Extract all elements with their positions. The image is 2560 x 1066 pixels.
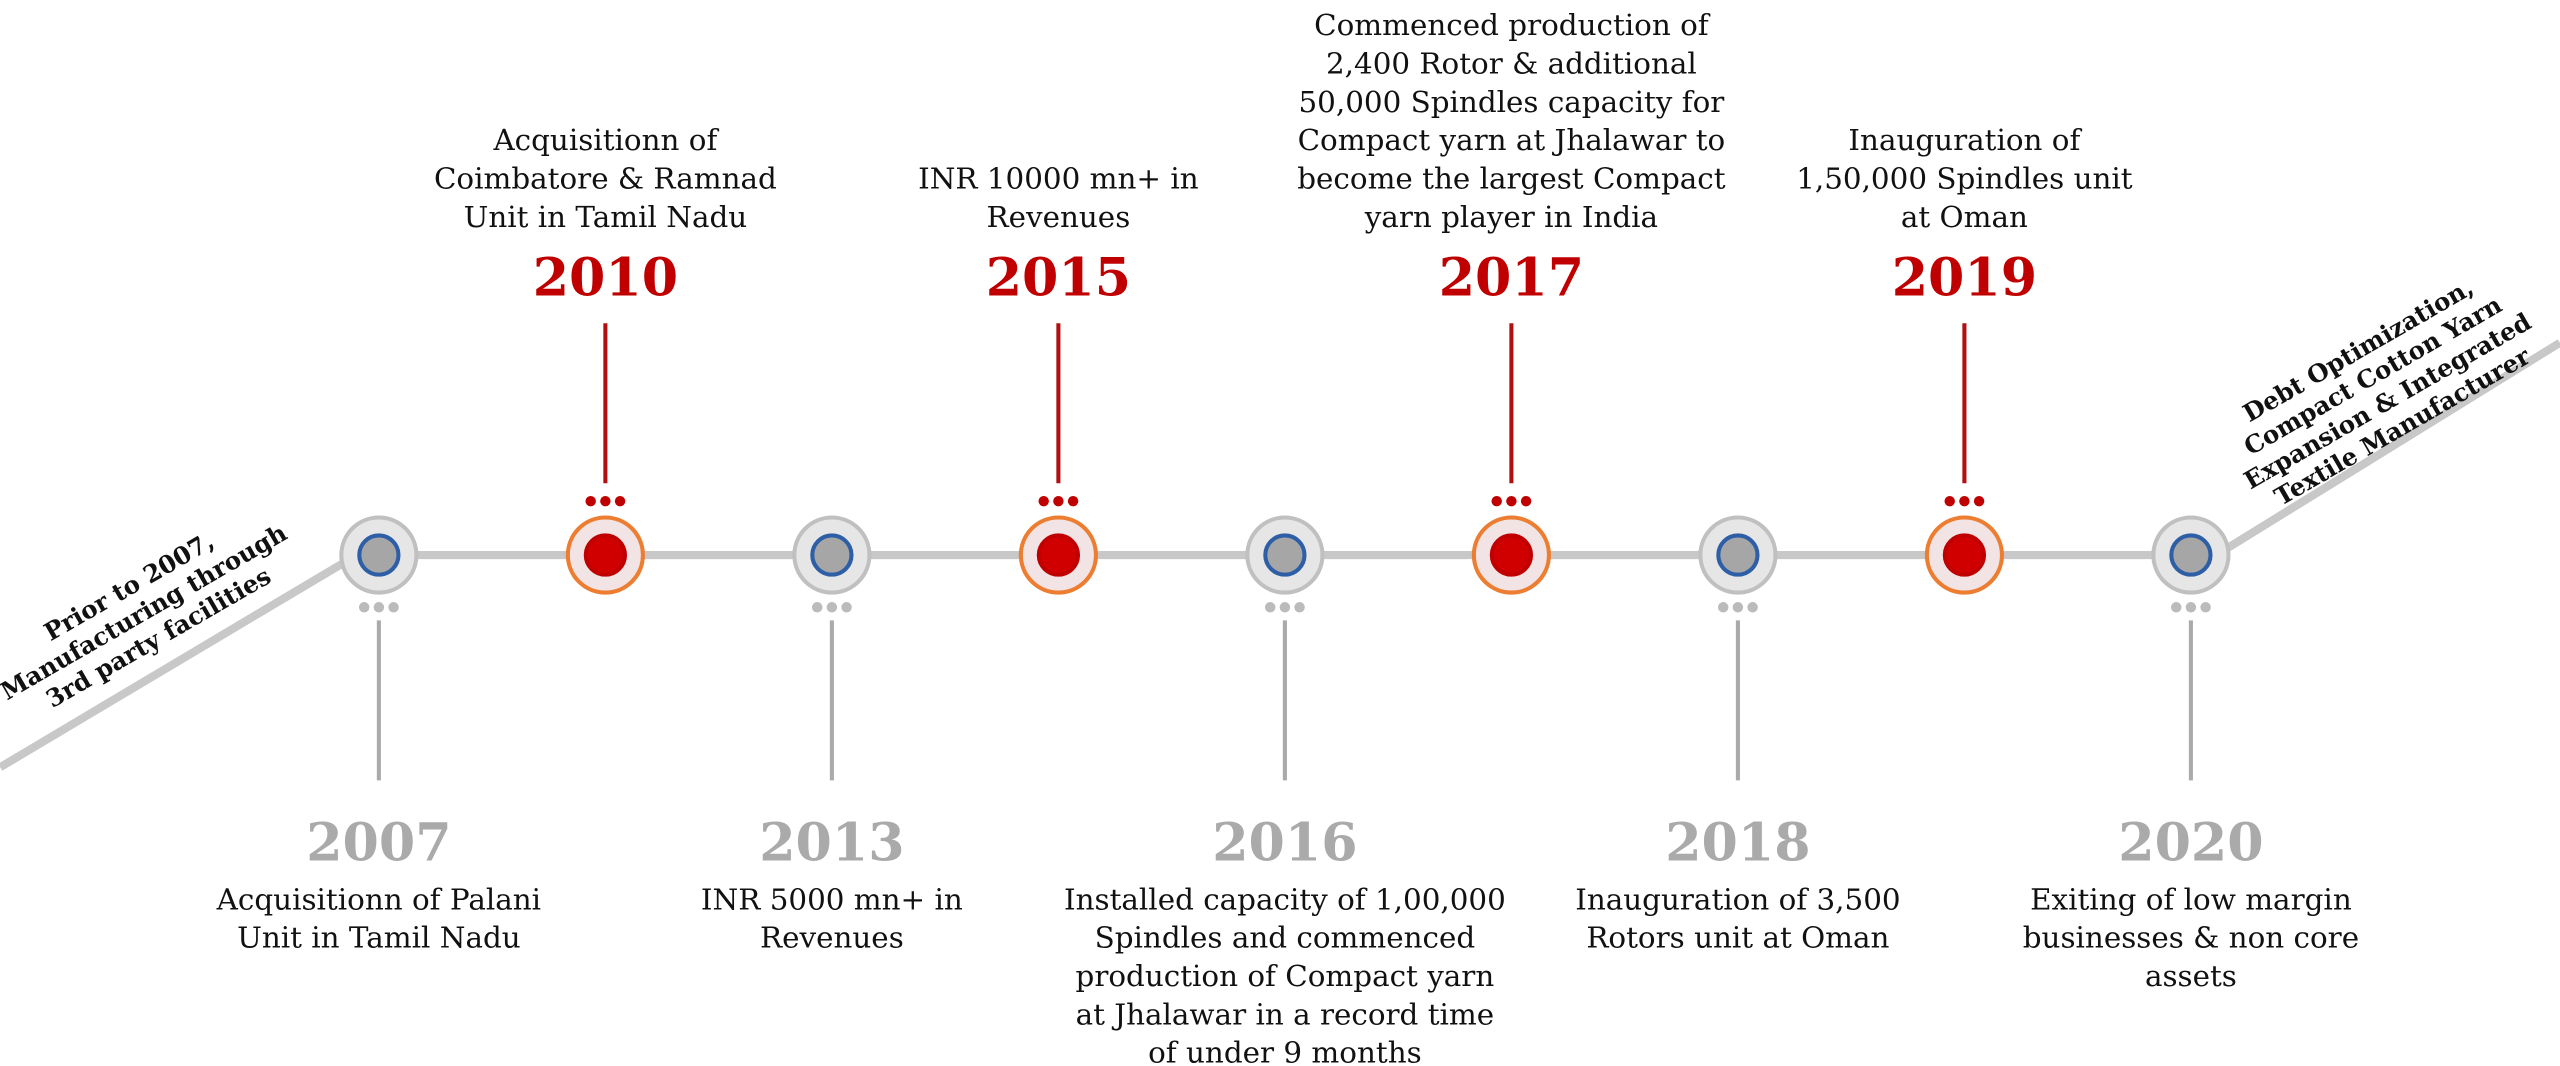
end-line — [2224, 339, 2560, 552]
description-line: of under 9 months — [1148, 1036, 1422, 1066]
description-line: Installed capacity of 1,00,000 — [1064, 882, 1506, 916]
dot — [1973, 495, 1985, 507]
description-line: Exiting of low margin — [2030, 882, 2352, 916]
description-line: production of Compact yarn — [1076, 959, 1495, 993]
dot — [1264, 602, 1276, 613]
dot — [600, 495, 611, 507]
dot — [1053, 495, 1064, 507]
year: 2019 — [1892, 247, 2037, 308]
description-line: Revenues — [987, 200, 1131, 234]
node-inner — [1716, 533, 1760, 577]
node-inner — [583, 533, 628, 577]
dot — [2200, 602, 2211, 613]
year: 2017 — [1439, 247, 1584, 308]
description-line: Compact yarn at Jhalawar to — [1298, 123, 1726, 157]
description-line: assets — [2145, 959, 2237, 993]
dot — [1747, 602, 1758, 613]
description-line: at Jhalawar in a record time — [1076, 997, 1495, 1031]
description-line: at Oman — [1901, 200, 2028, 234]
node-inner — [1942, 533, 1987, 577]
description-line: 50,000 Spindles capacity for — [1298, 85, 1725, 119]
dot — [1067, 495, 1079, 507]
year: 2018 — [1665, 812, 1810, 873]
description-line: INR 10000 mn+ in — [918, 162, 1199, 196]
year: 2013 — [759, 812, 904, 873]
node-inner — [810, 533, 854, 577]
node-inner — [1489, 533, 1534, 577]
description-line: yarn player in India — [1364, 200, 1658, 234]
description-line: Coimbatore & Ramnad — [434, 162, 777, 196]
description-line: Acquisitionn of Palani — [216, 882, 541, 916]
description-line: Acquisitionn of — [492, 123, 719, 157]
description-line: Spindles and commenced — [1095, 921, 1476, 955]
description-line: Inauguration of — [1848, 123, 2082, 157]
description-line: businesses & non core — [2023, 921, 2359, 955]
node-inner — [2169, 533, 2213, 577]
dot — [585, 495, 596, 507]
dot — [1038, 495, 1049, 507]
description-line: Commenced production of — [1314, 8, 1711, 42]
node-inner — [1263, 533, 1307, 577]
description-line: Unit in Tamil Nadu — [464, 200, 748, 234]
dot — [811, 602, 823, 613]
dot — [841, 602, 852, 613]
dot — [826, 602, 838, 613]
description-line: Unit in Tamil Nadu — [237, 921, 521, 955]
description-line: become the largest Compact — [1297, 162, 1725, 196]
start-line — [0, 559, 346, 771]
dot — [2170, 602, 2182, 613]
dot — [1520, 495, 1532, 507]
dot — [1294, 602, 1305, 613]
dot — [2185, 602, 2197, 613]
description-line: 2,400 Rotor & additional — [1326, 46, 1697, 80]
dot — [388, 602, 399, 613]
year: 2010 — [533, 247, 678, 308]
dot — [614, 495, 626, 507]
dot — [1944, 495, 1955, 507]
description-line: 1,50,000 Spindles unit — [1796, 162, 2133, 196]
year: 2016 — [1212, 812, 1357, 873]
description-line: Rotors unit at Oman — [1586, 921, 1889, 955]
dot — [373, 602, 385, 613]
year: 2015 — [986, 247, 1131, 308]
description-line: INR 5000 mn+ in — [701, 882, 963, 916]
dot — [1959, 495, 1970, 507]
dot — [1279, 602, 1291, 613]
dot — [358, 602, 370, 613]
description-line: Inauguration of 3,500 — [1575, 882, 1900, 916]
year: 2020 — [2118, 812, 2263, 873]
node-inner — [1036, 533, 1081, 577]
node-inner — [357, 533, 401, 577]
dot — [1732, 602, 1744, 613]
dot — [1506, 495, 1517, 507]
end-note: Debt Optimization,Compact Cotton YarnExp… — [2238, 272, 2536, 511]
description-line: Revenues — [760, 921, 904, 955]
year: 2007 — [306, 812, 451, 873]
dot — [1717, 602, 1729, 613]
dot — [1491, 495, 1502, 507]
